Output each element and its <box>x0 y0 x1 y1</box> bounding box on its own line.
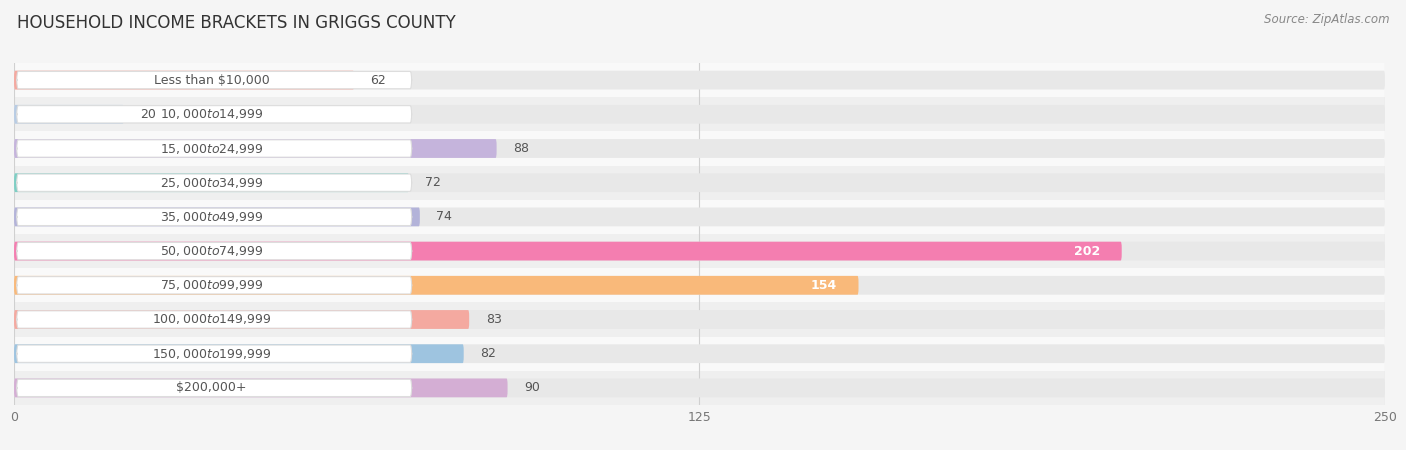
Text: 202: 202 <box>1074 245 1099 257</box>
Text: 90: 90 <box>524 382 540 394</box>
FancyBboxPatch shape <box>17 311 412 328</box>
FancyBboxPatch shape <box>17 72 412 89</box>
Text: Source: ZipAtlas.com: Source: ZipAtlas.com <box>1264 14 1389 27</box>
FancyBboxPatch shape <box>14 139 1385 158</box>
Text: $100,000 to $149,999: $100,000 to $149,999 <box>152 312 271 327</box>
Text: 83: 83 <box>485 313 502 326</box>
Text: Less than $10,000: Less than $10,000 <box>153 74 270 86</box>
FancyBboxPatch shape <box>17 140 412 157</box>
FancyBboxPatch shape <box>17 379 412 396</box>
FancyBboxPatch shape <box>14 105 124 124</box>
FancyBboxPatch shape <box>17 174 412 191</box>
FancyBboxPatch shape <box>17 106 412 123</box>
FancyBboxPatch shape <box>14 139 496 158</box>
Text: $35,000 to $49,999: $35,000 to $49,999 <box>160 210 263 224</box>
FancyBboxPatch shape <box>14 310 1385 329</box>
FancyBboxPatch shape <box>14 207 1385 226</box>
FancyBboxPatch shape <box>14 378 1385 397</box>
Bar <box>14 302 1385 337</box>
Text: $150,000 to $199,999: $150,000 to $199,999 <box>152 346 271 361</box>
FancyBboxPatch shape <box>14 276 1385 295</box>
Bar <box>14 97 1385 131</box>
Text: $200,000+: $200,000+ <box>176 382 246 394</box>
FancyBboxPatch shape <box>14 105 1385 124</box>
Text: 72: 72 <box>426 176 441 189</box>
Bar <box>14 337 1385 371</box>
Bar <box>14 131 1385 166</box>
Text: $10,000 to $14,999: $10,000 to $14,999 <box>160 107 263 122</box>
FancyBboxPatch shape <box>17 345 412 362</box>
FancyBboxPatch shape <box>17 208 412 225</box>
Text: HOUSEHOLD INCOME BRACKETS IN GRIGGS COUNTY: HOUSEHOLD INCOME BRACKETS IN GRIGGS COUN… <box>17 14 456 32</box>
FancyBboxPatch shape <box>17 243 412 260</box>
FancyBboxPatch shape <box>14 344 464 363</box>
Text: 154: 154 <box>810 279 837 292</box>
Bar <box>14 234 1385 268</box>
Bar <box>14 268 1385 302</box>
Text: $50,000 to $74,999: $50,000 to $74,999 <box>160 244 263 258</box>
Bar <box>14 371 1385 405</box>
Bar <box>14 166 1385 200</box>
Text: 82: 82 <box>481 347 496 360</box>
FancyBboxPatch shape <box>14 173 409 192</box>
Text: 62: 62 <box>371 74 387 86</box>
FancyBboxPatch shape <box>14 207 420 226</box>
FancyBboxPatch shape <box>14 344 1385 363</box>
FancyBboxPatch shape <box>17 277 412 294</box>
Text: 88: 88 <box>513 142 529 155</box>
FancyBboxPatch shape <box>14 242 1385 261</box>
Text: 74: 74 <box>436 211 453 223</box>
FancyBboxPatch shape <box>14 71 354 90</box>
Text: $15,000 to $24,999: $15,000 to $24,999 <box>160 141 263 156</box>
FancyBboxPatch shape <box>14 242 1122 261</box>
FancyBboxPatch shape <box>14 173 1385 192</box>
Bar <box>14 200 1385 234</box>
FancyBboxPatch shape <box>14 378 508 397</box>
Text: $75,000 to $99,999: $75,000 to $99,999 <box>160 278 263 293</box>
FancyBboxPatch shape <box>14 71 1385 90</box>
FancyBboxPatch shape <box>14 276 859 295</box>
Bar <box>14 63 1385 97</box>
FancyBboxPatch shape <box>14 310 470 329</box>
Text: 20: 20 <box>141 108 156 121</box>
Text: $25,000 to $34,999: $25,000 to $34,999 <box>160 176 263 190</box>
